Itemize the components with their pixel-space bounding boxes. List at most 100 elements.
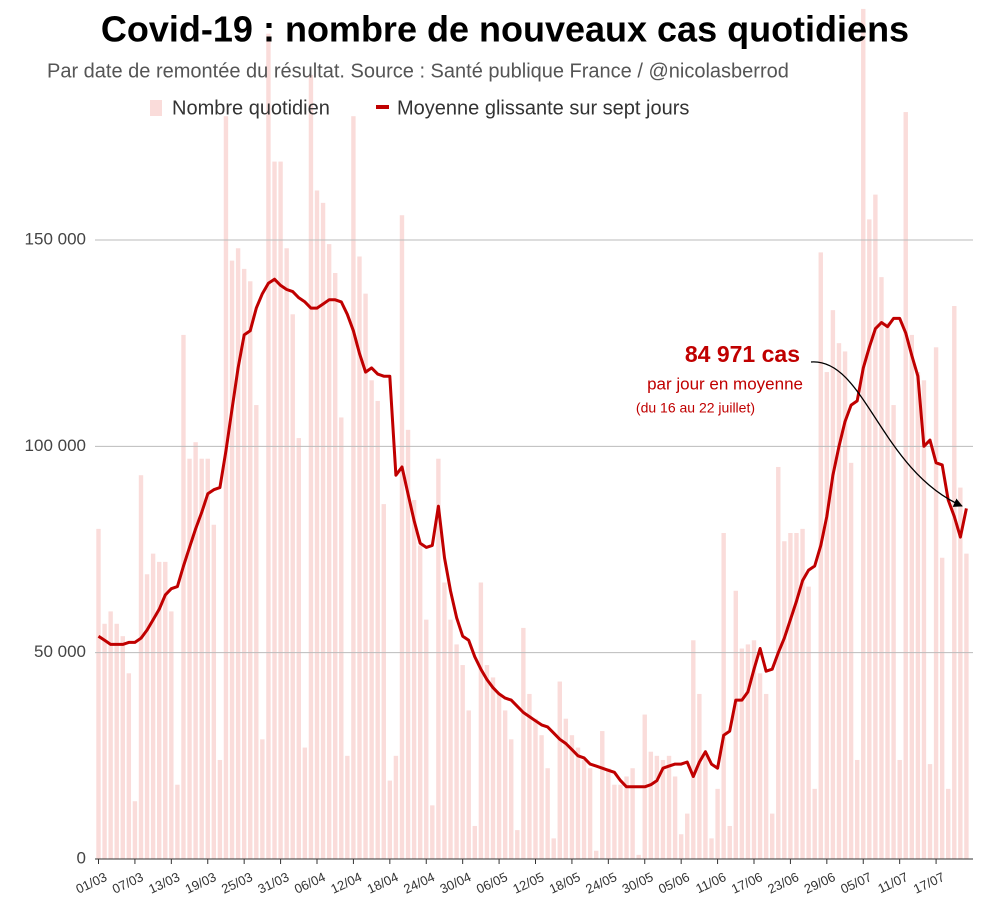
bar [278, 161, 283, 860]
bar [241, 268, 247, 859]
x-tick-label: 24/05 [583, 869, 619, 896]
bar [187, 458, 192, 859]
bar [496, 693, 502, 859]
bar [460, 665, 465, 859]
bar [229, 260, 235, 860]
bar [181, 334, 186, 859]
bar [563, 718, 569, 859]
x-tick-label: 12/04 [328, 869, 364, 896]
bar [891, 405, 896, 859]
bar [800, 528, 805, 859]
bar [848, 462, 854, 859]
x-tick-label: 18/05 [547, 869, 583, 896]
bar [102, 623, 107, 859]
bar [296, 438, 301, 859]
bar [551, 838, 556, 859]
bar [794, 532, 799, 859]
bar [757, 673, 763, 859]
bar [648, 751, 654, 859]
bar [138, 475, 144, 859]
bar [654, 755, 660, 859]
bar [448, 619, 453, 859]
bar [345, 755, 350, 859]
bar [96, 528, 101, 859]
bar [442, 582, 447, 859]
bar [630, 768, 635, 859]
bar [484, 665, 490, 859]
bar [958, 487, 963, 859]
annotation-note: (du 16 au 22 juillet) [636, 400, 755, 416]
bar [739, 648, 745, 859]
bar [436, 458, 441, 859]
bar [818, 252, 823, 859]
bar [751, 640, 757, 859]
bar [873, 194, 878, 859]
bar [156, 561, 162, 859]
bar [126, 673, 132, 859]
x-tick-label: 06/05 [474, 869, 510, 896]
bar [867, 219, 872, 859]
bar [302, 747, 308, 859]
bar [320, 202, 326, 860]
legend-swatch [376, 105, 389, 109]
bar [885, 322, 890, 859]
bar [770, 813, 775, 859]
x-tick-label: 05/07 [838, 869, 874, 896]
bar [527, 693, 532, 859]
bar [502, 710, 508, 859]
bar [745, 644, 751, 859]
x-tick-label: 05/06 [656, 869, 692, 896]
bar [284, 248, 289, 860]
x-tick-label: 13/03 [146, 869, 182, 896]
bar [776, 466, 781, 859]
bar [393, 755, 399, 859]
x-tick-label: 17/07 [911, 869, 947, 896]
x-tick-label: 24/04 [401, 869, 437, 896]
bar [733, 590, 738, 859]
annotation-value: 84 971 cas [685, 341, 800, 367]
x-tick-label: 11/07 [875, 869, 910, 896]
bar [417, 545, 423, 859]
bar [927, 764, 933, 859]
bar [248, 281, 253, 859]
x-tick-label: 06/04 [292, 869, 328, 896]
bar [964, 553, 969, 859]
bar [763, 693, 769, 859]
bar [946, 788, 951, 859]
bar [539, 735, 544, 859]
moving-average-line [97, 277, 968, 789]
bar [593, 850, 599, 859]
bar [569, 735, 575, 859]
bar [691, 640, 696, 859]
bar [235, 248, 241, 860]
bar [205, 458, 210, 859]
bar [290, 314, 295, 859]
bar [672, 776, 678, 859]
bar [587, 768, 593, 859]
bar [842, 351, 848, 859]
bar [921, 380, 927, 859]
bar [533, 718, 538, 859]
x-tick-label: 23/06 [765, 869, 801, 896]
bar [254, 405, 259, 859]
chart-subtitle: Par date de remontée du résultat. Source… [47, 60, 789, 82]
bar [557, 681, 562, 859]
x-tick-label: 17/06 [729, 869, 765, 896]
legend-label: Nombre quotidien [172, 97, 330, 119]
bar [175, 784, 180, 859]
bar [824, 372, 830, 859]
bar [727, 825, 732, 859]
bar [223, 116, 229, 859]
bar [666, 755, 672, 859]
bar [169, 611, 174, 859]
x-tick-label: 29/06 [802, 869, 838, 896]
bar [381, 504, 386, 859]
bar [933, 347, 939, 859]
bar [132, 801, 138, 859]
bar [545, 768, 550, 859]
annotation-text: par jour en moyenne [647, 374, 803, 393]
bar [909, 334, 915, 859]
bar [612, 784, 617, 859]
x-tick-label: 01/03 [73, 869, 109, 896]
bar [606, 768, 611, 859]
